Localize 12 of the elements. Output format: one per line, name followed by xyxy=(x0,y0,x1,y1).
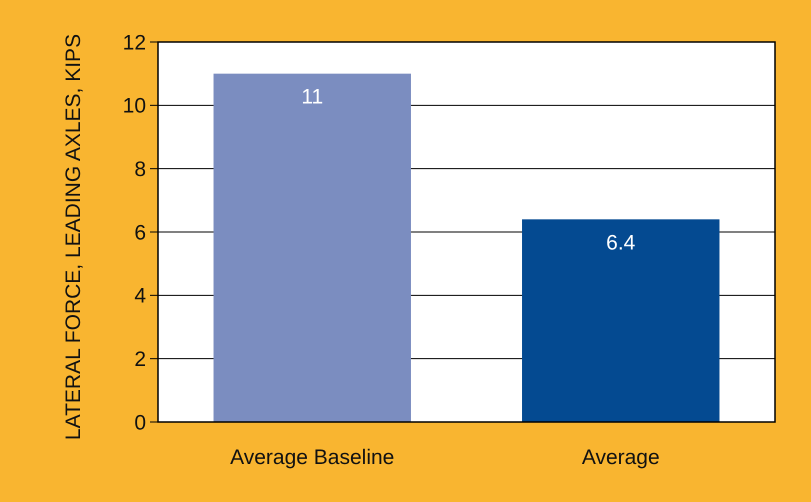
data-label: 11 xyxy=(301,86,324,109)
y-axis-title: LATERAL FORCE, LEADING AXLES, KIPS xyxy=(62,34,85,440)
y-tick-label: 4 xyxy=(134,284,146,308)
y-tick-label: 2 xyxy=(134,348,146,372)
x-tick-label: Average xyxy=(582,446,660,469)
x-tick-label: Average Baseline xyxy=(230,446,394,469)
y-tick-label: 12 xyxy=(122,31,146,54)
y-tick-label: 6 xyxy=(134,221,146,244)
data-label: 6.4 xyxy=(606,231,636,254)
y-tick-label: 8 xyxy=(134,158,146,182)
y-tick-label: 10 xyxy=(122,94,146,118)
y-tick-label: 0 xyxy=(134,411,146,434)
